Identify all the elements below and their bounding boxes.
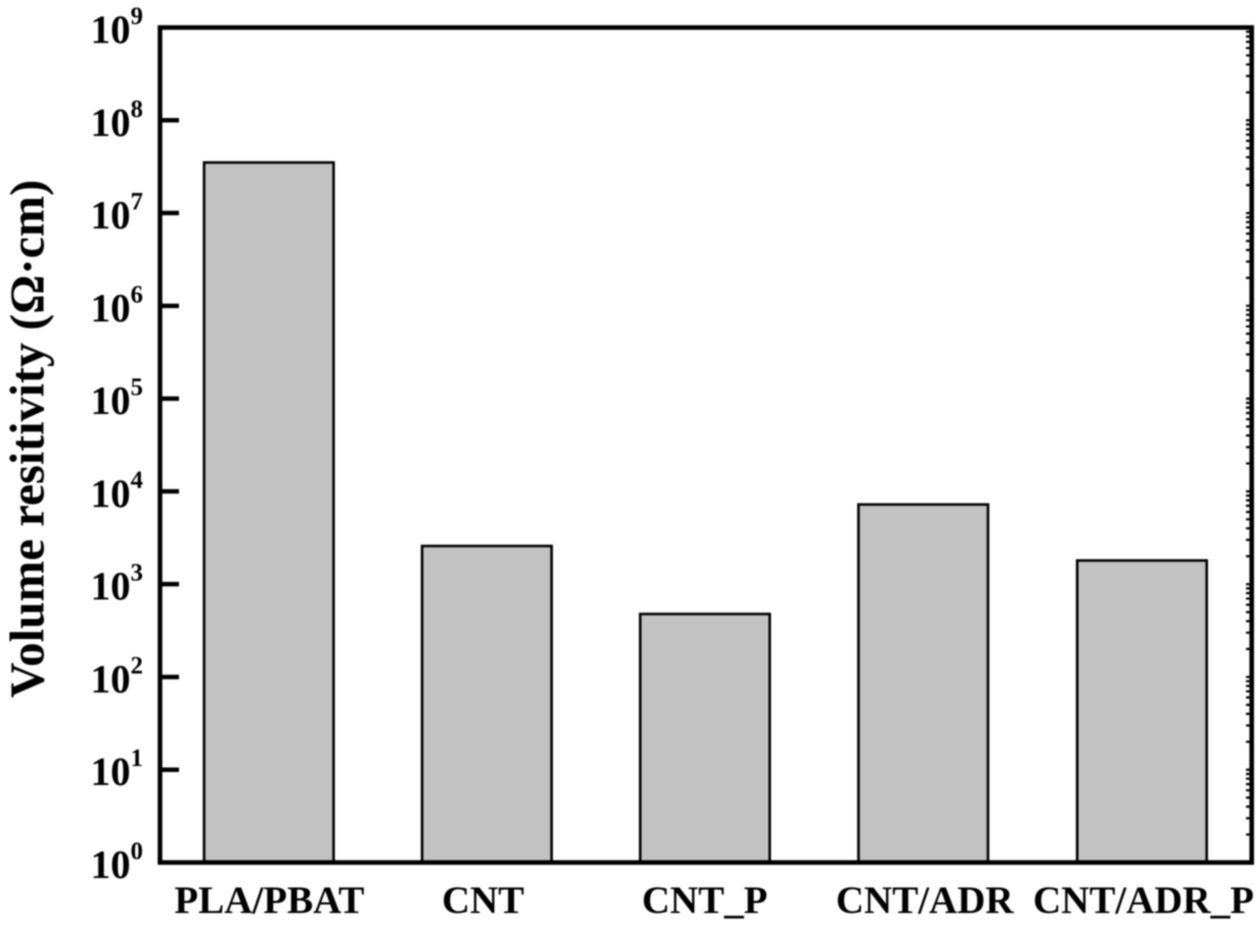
svg-text:CNT: CNT — [442, 879, 524, 922]
svg-text:CNT_P: CNT_P — [642, 879, 768, 922]
svg-text:CNT/ADR: CNT/ADR — [836, 879, 1015, 922]
svg-text:101: 101 — [91, 745, 144, 794]
svg-text:Volume resitivity (Ω·cm): Volume resitivity (Ω·cm) — [0, 180, 55, 698]
svg-text:PLA/PBAT: PLA/PBAT — [174, 879, 364, 922]
svg-text:CNT/ADR_P: CNT/ADR_P — [1033, 879, 1254, 922]
svg-text:100: 100 — [91, 838, 144, 887]
